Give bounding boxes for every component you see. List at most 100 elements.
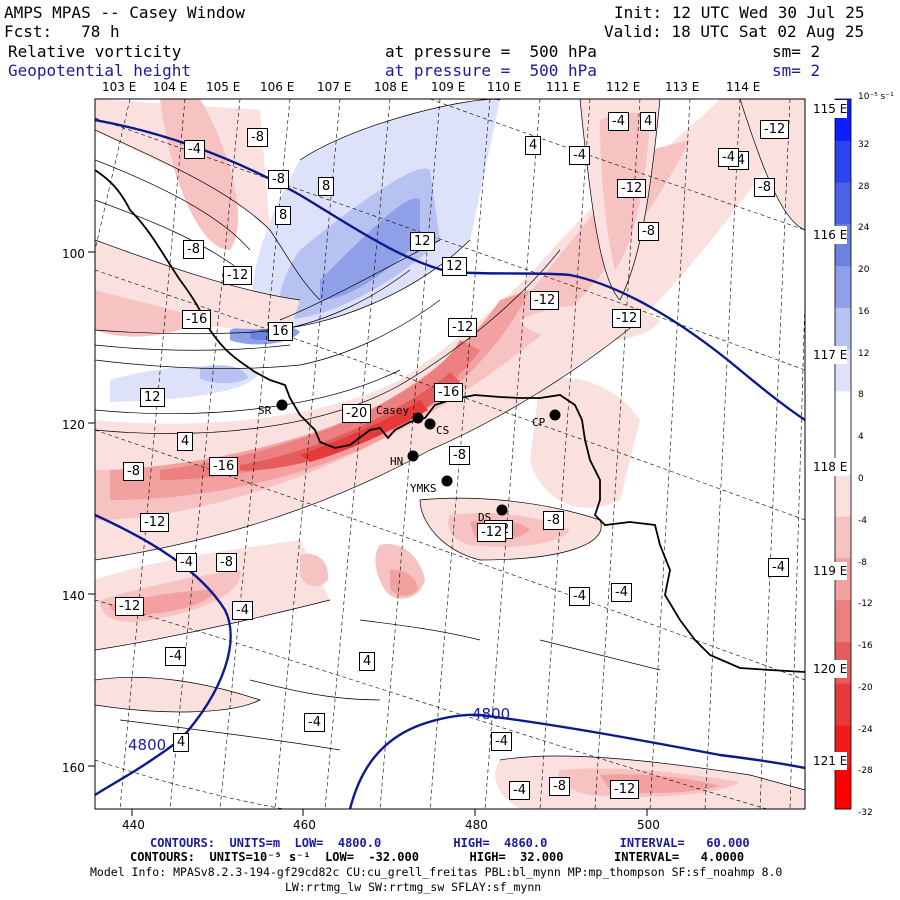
colorbar-tick-label: -24: [858, 724, 873, 735]
contour-label: 8: [275, 206, 292, 225]
colorbar-tick-label: 4: [858, 432, 864, 443]
station-dot-hn: [407, 450, 419, 462]
colorbar-segment: [835, 474, 851, 518]
lon-label-right: 118 E: [813, 458, 848, 476]
colorbar: [835, 99, 851, 810]
station-label-hn: HN: [390, 455, 404, 468]
contour-label: -12: [115, 597, 145, 616]
contour-label: 4: [640, 112, 657, 131]
contour-label: -8: [247, 128, 268, 147]
contour-label: -4: [304, 713, 325, 732]
contour-label: 8: [318, 177, 335, 196]
colorbar-segment: [835, 140, 851, 184]
y-tick-label: 160: [62, 761, 85, 775]
colorbar-tick-label: -16: [858, 641, 873, 652]
colorbar-segment: [835, 516, 851, 559]
valid-time: Valid: 18 UTC Sat 02 Aug 25: [604, 22, 865, 41]
station-dot-casey: [412, 412, 424, 424]
contour-label: -4: [491, 732, 512, 751]
field2-smoothing: sm= 2: [772, 61, 821, 80]
y-tick-label: 100: [62, 247, 85, 261]
colorbar-tick-label: -28: [858, 766, 873, 777]
field2-level: at pressure = 500 hPa: [385, 61, 597, 80]
contour-label: -8: [268, 170, 289, 189]
lon-label-top: 110 E: [487, 80, 522, 94]
map-title: AMPS MPAS -- Casey Window: [4, 3, 245, 22]
contour-label: -8: [638, 222, 659, 241]
x-tick-label: 460: [293, 818, 316, 832]
x-tick-label: 440: [122, 818, 145, 832]
lon-label-right: 120 E: [813, 660, 848, 678]
y-tick-label: 140: [62, 589, 85, 603]
contour-label: -12: [617, 179, 647, 198]
station-label-cp: CP: [532, 416, 546, 429]
footer-vorticity-contours: CONTOURS: UNITS=10⁻⁵ s⁻¹ LOW= -32.000 HI…: [130, 850, 745, 864]
footer-model-info: Model Info: MPASv8.2.3-194-gf29cd82c CU:…: [90, 865, 783, 879]
contour-label: -12: [448, 318, 478, 337]
contour-label: -4: [718, 148, 739, 167]
field1-name: Relative vorticity: [8, 42, 182, 61]
colorbar-tick-label: -20: [858, 682, 873, 693]
field1-smoothing: sm= 2: [772, 42, 821, 61]
vorticity-shading: [95, 99, 805, 809]
lon-label-top: 106 E: [260, 80, 295, 94]
contour-label: 12: [410, 232, 435, 251]
contour-label: -16: [434, 383, 464, 402]
contour-label: -12: [223, 266, 253, 285]
contour-label: -20: [342, 404, 372, 423]
contour-label: -12: [140, 513, 170, 532]
contour-label: 12: [140, 388, 165, 407]
station-dot-ymks: [441, 475, 453, 487]
colorbar-segment: [835, 767, 851, 810]
lon-label-right: 115 E: [813, 100, 848, 118]
lon-label-right: 119 E: [813, 562, 848, 580]
contour-label: -4: [165, 647, 186, 666]
colorbar-tick-label: 32: [858, 139, 870, 150]
lon-label-right: 116 E: [813, 226, 848, 244]
x-tick-label: 500: [637, 818, 660, 832]
footer-height-contours: CONTOURS: UNITS=m LOW= 4800.0 HIGH= 4860…: [150, 836, 750, 850]
contour-label: -4: [232, 601, 253, 620]
lon-label-top: 103 E: [102, 80, 137, 94]
contour-label: 16: [268, 322, 293, 341]
contour-label: -8: [216, 553, 237, 572]
x-tick-label: 480: [465, 818, 488, 832]
contour-label: -8: [543, 511, 564, 530]
station-label-casey: Casey: [376, 404, 410, 417]
contour-label: -8: [123, 462, 144, 481]
station-dot-ds: [496, 504, 508, 516]
contour-label: -4: [608, 112, 629, 131]
contour-label: 4: [359, 652, 376, 671]
colorbar-tick-label: -8: [858, 557, 867, 568]
colorbar-tick-label: 8: [858, 390, 864, 401]
y-tick-label: 120: [62, 418, 85, 432]
contour-label: -4: [611, 583, 632, 602]
contour-label: 4: [177, 432, 194, 451]
contour-label: -4: [509, 781, 530, 800]
lon-label-top: 111 E: [546, 80, 581, 94]
contour-label: 4: [173, 733, 190, 752]
lon-label-top: 113 E: [665, 80, 700, 94]
colorbar-tick-label: -4: [858, 515, 867, 526]
contour-label: -8: [549, 777, 570, 796]
colorbar-tick-label: -32: [858, 808, 873, 819]
colorbar-tick-label: 16: [858, 306, 870, 317]
station-dot-cp: [549, 409, 561, 421]
colorbar-tick-label: 0: [858, 474, 864, 484]
contour-label: -8: [449, 446, 470, 465]
lon-label-top: 108 E: [374, 80, 409, 94]
colorbar-tick-label: 20: [858, 265, 870, 276]
contour-label: 4: [525, 136, 542, 155]
height-contour-label: 4800: [128, 736, 167, 754]
contour-label: -4: [176, 553, 197, 572]
lon-label-right: 121 E: [813, 752, 848, 770]
footer-model-info-2: LW:rrtmg_lw SW:rrtmg_sw SFLAY:sf_mynn: [285, 880, 542, 894]
contour-label: 12: [442, 257, 467, 276]
colorbar-tick-label: 28: [858, 181, 870, 192]
contour-label: -4: [768, 558, 789, 577]
station-label-ymks: YMKS: [410, 482, 437, 495]
colorbar-segment: [835, 307, 851, 351]
contour-label: -4: [569, 587, 590, 606]
contour-label: -16: [209, 457, 239, 476]
